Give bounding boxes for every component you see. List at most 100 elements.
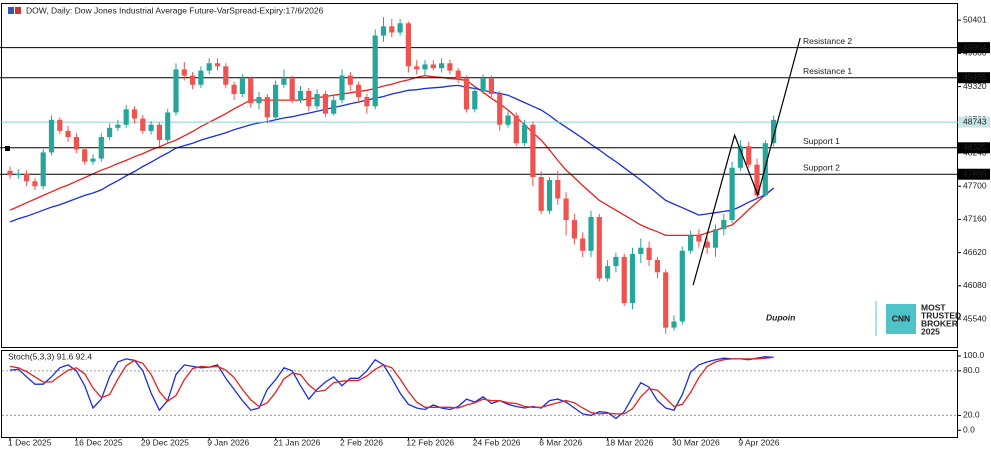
candle-body [646,247,652,261]
price-tag-label: 48325 [963,142,987,152]
y-tick-label: 100.0 [963,350,985,360]
candle-body [721,220,727,230]
badge-caption: MOST [921,302,946,312]
x-tick-label: 2 Feb 2026 [340,437,383,447]
badge-label: CNN [892,313,910,323]
x-tick-label: 1 Dec 2025 [8,437,52,447]
candle-body [90,158,96,162]
y-tick-label: 50401 [963,14,987,24]
candle-body [131,109,138,119]
main-panel-frame [1,3,958,348]
candle-body [322,93,328,114]
candle-body [605,266,611,279]
candle-body [696,235,702,242]
candle-body [414,66,420,70]
candle-body [165,112,171,141]
candle-body [389,26,395,33]
badge-caption: BROKER [921,318,958,328]
price-tag-label: 49954 [963,42,987,52]
candle-body [472,90,478,110]
x-tick-label: 18 Mar 2026 [606,437,654,447]
candle-body [663,272,669,328]
candle-body [380,26,387,36]
candle-body [480,78,486,91]
candle-body [488,78,494,94]
x-tick-label: 9 Jan 2026 [207,437,249,447]
price-tag [958,142,990,154]
candle-body [73,137,79,150]
moving-average-line [9,84,775,223]
y-tick-label: 49320 [963,81,987,91]
candle-body [140,118,146,131]
candle-body [522,124,528,144]
candle-body [264,97,270,118]
icon-part [8,7,14,14]
candle-body [115,124,121,128]
candle-body [273,84,279,118]
candle-body [248,78,254,104]
candle-body [7,170,13,176]
candle-body [563,198,569,221]
x-tick-label: 29 Dec 2025 [141,437,189,447]
candle-body [190,75,196,85]
candle-body [704,241,710,248]
candle-body [447,63,453,71]
x-tick-label: 12 Feb 2026 [406,437,454,447]
candle-body [497,93,503,125]
candle-body [688,235,694,251]
candle-body [613,256,619,267]
candle-body [198,70,204,85]
candle-body [513,115,519,144]
candle-body [356,84,362,98]
candle-body [463,78,470,110]
price-tag [958,168,990,180]
left-marker [5,146,10,151]
candle-body [654,260,660,273]
candle-body [405,23,411,67]
stochastic-line [9,356,774,420]
candle-body [596,216,602,279]
candle-body [48,119,55,153]
candle-body [239,78,245,94]
moving-average-line [9,74,775,237]
candle-body [455,70,461,79]
candle-body [746,146,752,165]
candle-body [331,100,337,114]
candle-body [729,167,735,221]
y-tick-label: 47700 [963,180,987,190]
candle-body [98,137,104,159]
badge-caption: TRUSTED [921,310,961,320]
candle-body [422,64,428,70]
candle-body [40,152,46,187]
candle-body [737,146,743,168]
price-tag [958,116,990,128]
candle-body [580,238,586,251]
candle-body [671,321,677,328]
icon-part [15,7,21,14]
candle-body [32,181,38,187]
y-tick-label: 46620 [963,247,987,257]
price-tag-label: 49465 [963,72,987,82]
level-label: Support 1 [803,136,840,146]
candle-body [397,23,403,33]
price-tag [958,42,990,54]
candle-body [57,119,63,131]
indicator-title: Stoch(5,3,3) 91.6 92.4 [8,351,92,361]
candle-body [65,130,71,138]
chart-title: DOW, Daily: Dow Jones Industrial Average… [26,5,324,15]
candle-body [439,63,445,69]
badge-caption: 2025 [921,326,940,336]
candle-body [123,109,129,125]
candle-body [156,124,162,141]
candle-body [231,84,237,94]
candle-body [347,75,353,85]
y-tick-label: 47160 [963,214,987,224]
candle-body [621,256,627,304]
stochastic-line [9,356,774,415]
candle-body [289,78,295,101]
candle-body [107,127,113,138]
x-tick-label: 24 Feb 2026 [473,437,521,447]
candle-body [24,173,30,182]
y-tick-label: 46080 [963,280,987,290]
